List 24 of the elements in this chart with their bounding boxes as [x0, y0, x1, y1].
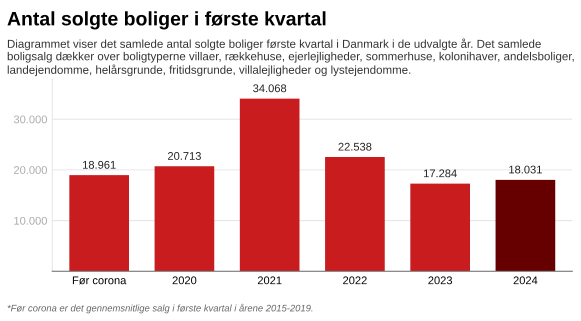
bar [410, 184, 470, 272]
y-tick-label: 30.000 [14, 115, 47, 124]
x-tick-label: Før corona [72, 276, 126, 284]
bar [240, 98, 300, 272]
data-label: 20.713 [168, 152, 201, 160]
x-tick-label: 2022 [343, 276, 367, 284]
data-label: 34.068 [253, 84, 286, 92]
chart-subtitle: Diagrammet viser det samlede antal solgte boliger første kvartal i Danmark i de udvalgte år. Det samlede boligsalg dækker over boligtyperne villaer, rækkehuse, ejerlejligheder, sommerhuse, kolonihaver, andelsboliger, landejendomme, helårsgrunde, fritidsgrunde, villalejligheder og lystejendomme. [8, 38, 574, 76]
chart-title: Antal solgte boliger i første kvartal [7, 11, 326, 30]
bar [69, 175, 130, 272]
data-label: 18.961 [83, 160, 116, 169]
data-label: 17.284 [424, 169, 457, 178]
x-tick-label: 2023 [428, 276, 452, 284]
text: *Før corona er det gennemsnitlige salg i første kvartal i årene 2015-2019. [8, 304, 312, 314]
bar [496, 180, 556, 272]
bar [154, 166, 214, 272]
x-tick-label: 2020 [172, 276, 196, 284]
y-tick-label: 20.000 [14, 166, 47, 174]
data-label: 22.538 [338, 142, 372, 151]
x-tick-label: 2024 [514, 276, 538, 284]
bar [325, 157, 385, 272]
x-tick-label: 2021 [258, 276, 282, 284]
y-tick-label: 10.000 [14, 216, 47, 225]
data-label: 18.031 [509, 166, 542, 174]
